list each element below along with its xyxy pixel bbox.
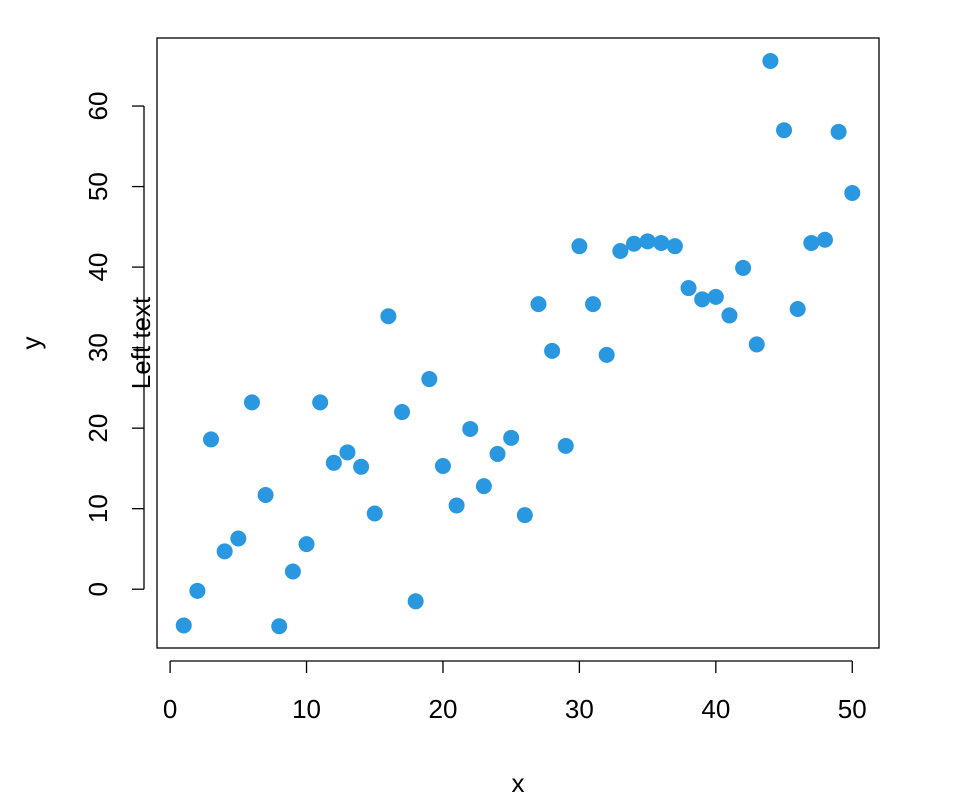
point [816,231,833,248]
point [353,458,370,475]
point [503,429,520,446]
point [325,454,342,471]
point [257,486,274,503]
x-tick-label: 10 [292,694,321,724]
y-tick-label: 0 [83,582,113,596]
point [585,296,602,313]
point [830,123,847,140]
point [735,259,752,276]
point [762,52,779,69]
point [243,394,260,411]
point [421,371,438,388]
point [557,437,574,454]
point [653,234,670,251]
point [598,346,615,363]
point [803,234,820,251]
point [475,478,492,495]
x-axis-label: x [512,768,525,798]
x-tick-label: 0 [163,694,177,724]
y-tick-label: 40 [83,253,113,282]
point [680,280,697,297]
point [203,431,220,448]
point [612,242,629,259]
point [462,420,479,437]
point [707,288,724,305]
point [639,233,656,250]
point [339,444,356,461]
point [434,458,451,475]
point [271,618,288,635]
point [448,497,465,514]
point [175,617,192,634]
point [298,536,315,553]
plot-box [156,37,880,649]
point [721,307,738,324]
x-tick-label: 40 [701,694,730,724]
point [366,505,383,522]
y-tick-label: 60 [83,92,113,121]
point [407,593,424,610]
y-axis-label: y [16,337,46,350]
point [544,342,561,359]
annotation: Left text [126,296,156,389]
point [394,404,411,421]
point [489,445,506,462]
point [516,507,533,524]
point [571,238,588,255]
point [694,291,711,308]
y-tick-label: 30 [83,333,113,362]
point [230,530,247,547]
y-tick-label: 10 [83,494,113,523]
y-tick-label: 20 [83,414,113,443]
point [530,296,547,313]
point [312,394,329,411]
point [284,563,301,580]
point [189,582,206,599]
point [380,308,397,325]
point [625,235,642,252]
point [789,300,806,317]
point [666,238,683,255]
point [216,543,233,560]
point [844,185,861,202]
point [776,122,793,139]
x-tick-label: 20 [429,694,458,724]
x-tick-label: 50 [838,694,867,724]
y-tick-label: 50 [83,172,113,201]
point [748,336,765,353]
x-tick-label: 30 [565,694,594,724]
